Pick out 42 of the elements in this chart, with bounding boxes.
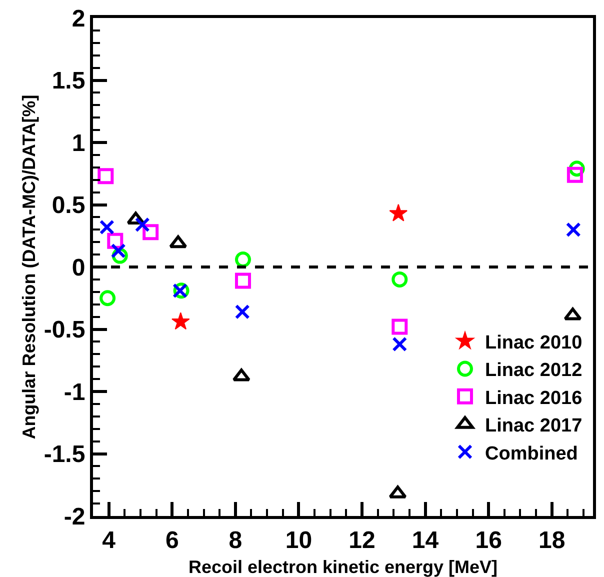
y-tick-label: 1.5 xyxy=(52,68,86,95)
x-tick-label: 18 xyxy=(538,526,566,554)
x-tick-label: 12 xyxy=(348,526,376,554)
x-tick-label: 6 xyxy=(165,526,179,554)
x-tick-label: 8 xyxy=(228,526,242,554)
point xyxy=(392,336,408,352)
y-tick-label: 0 xyxy=(72,254,86,282)
point xyxy=(110,243,126,258)
point xyxy=(392,318,408,335)
point xyxy=(142,224,159,240)
point xyxy=(232,368,250,382)
legend-label: Linac 2017 xyxy=(485,416,582,437)
x-tick-label: 16 xyxy=(475,526,502,554)
point xyxy=(564,308,582,320)
x-tick-label: 10 xyxy=(285,526,312,554)
point xyxy=(235,272,251,289)
y-tick-label: 1 xyxy=(72,130,86,157)
x-tick-label: 14 xyxy=(412,526,440,554)
legend-label: Combined xyxy=(485,443,578,464)
legend-label: Linac 2010 xyxy=(485,332,582,354)
x-tick-label: 4 xyxy=(102,526,116,554)
point xyxy=(566,222,581,238)
point xyxy=(172,312,190,330)
point xyxy=(100,290,116,306)
point xyxy=(392,271,408,288)
y-axis-title: Angular Resolution (DATA-MC)/DATA[%] xyxy=(19,94,40,440)
y-tick-label: -2 xyxy=(64,503,86,530)
x-axis-title: Recoil electron kinetic energy [MeV] xyxy=(188,556,498,577)
y-tick-label: -1.5 xyxy=(44,441,86,468)
point xyxy=(134,217,150,232)
legend-label: Linac 2012 xyxy=(485,360,582,382)
point xyxy=(234,304,250,320)
point xyxy=(566,166,583,183)
y-tick-label: 0.5 xyxy=(52,192,86,220)
legend-label: Linac 2016 xyxy=(485,388,582,409)
point xyxy=(99,220,114,235)
point xyxy=(388,486,407,498)
point xyxy=(98,168,114,184)
y-tick-label: -0.5 xyxy=(44,316,86,344)
y-tick-label: -1 xyxy=(64,378,86,406)
y-tick-label: 2 xyxy=(72,5,86,32)
point xyxy=(389,204,408,222)
